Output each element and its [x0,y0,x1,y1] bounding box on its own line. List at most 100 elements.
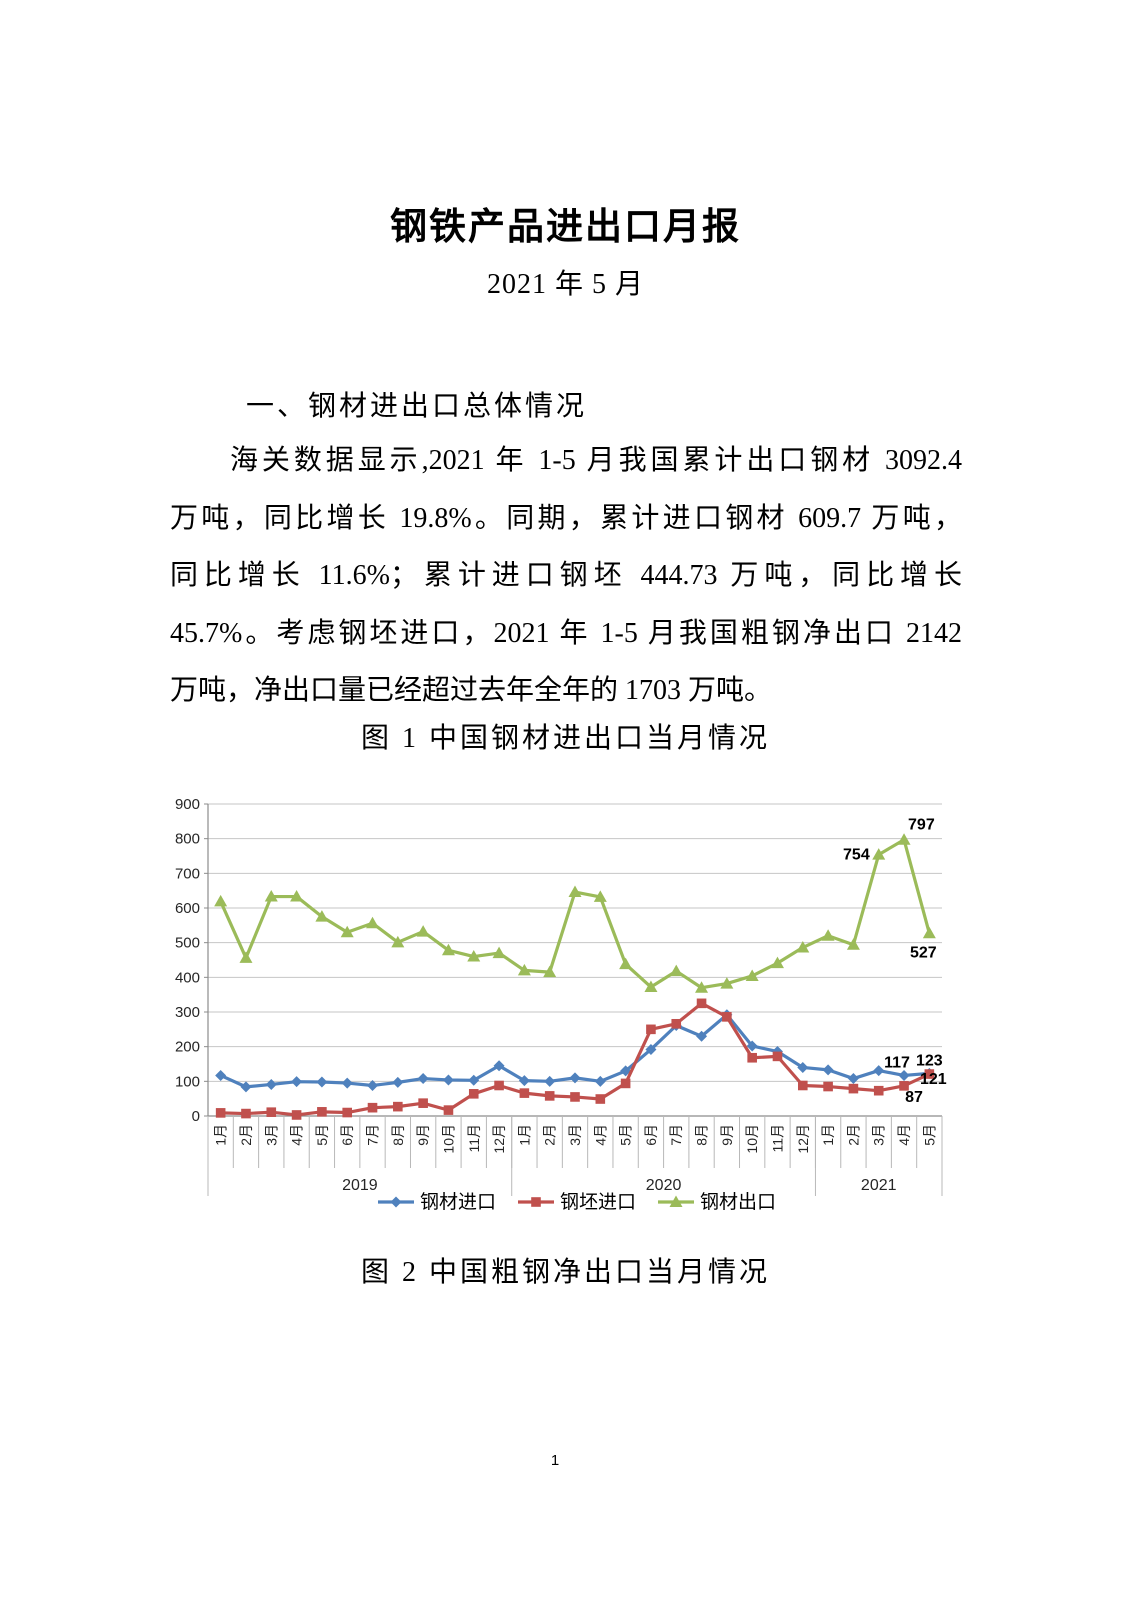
paragraph-line: 同比增长 11.6%；累计进口钢坯 444.73 万吨，同比增长 [170,560,962,591]
series-steel-export-marker [872,848,886,860]
paragraph-line: 万吨，净出口量已经超过去年全年的 1703 万吨。 [170,675,773,706]
series-steel-export-marker [214,894,228,907]
month-label: 4月 [592,1124,608,1146]
series-billet-import-marker [443,1105,454,1115]
month-label: 11月 [466,1124,482,1153]
month-label: 11月 [769,1124,785,1153]
series-steel-import-marker [847,1073,859,1085]
series-steel-export-marker [239,951,253,963]
series-steel-import-marker [696,1030,708,1042]
month-label: 5月 [921,1124,937,1146]
series-billet-import-marker [646,1024,656,1035]
series-steel-import-marker [367,1079,379,1091]
series-steel-export-marker [619,957,633,970]
body-paragraph: 海关数据显示,2021 年 1-5 月我国累计出口钢材 3092.4 万吨，同比增… [170,432,962,720]
series-billet-import-marker [215,1108,226,1118]
month-label: 8月 [694,1124,710,1146]
series-steel-import-marker [291,1076,303,1088]
month-label: 10月 [744,1124,760,1154]
series-steel-export-marker [391,935,405,948]
series-steel-import-marker [518,1075,530,1087]
series-steel-export-marker [821,929,835,941]
series-steel-import-marker [493,1060,505,1072]
series-billet-import-marker [671,1018,682,1029]
series-billet-import-marker [772,1051,783,1062]
series-steel-export-line [219,838,931,990]
month-label: 4月 [896,1124,912,1146]
month-label: 5月 [314,1124,330,1146]
month-label: 6月 [643,1124,659,1146]
series-billet-import-marker [722,1012,732,1022]
series-steel-export-marker [897,833,911,845]
month-label: 1月 [820,1124,836,1146]
series-billet-import-marker [797,1080,808,1091]
series-steel-export-marker [695,981,709,993]
series-billet-import-marker [899,1081,909,1091]
series-steel-export-marker [315,910,329,922]
series-steel-import-marker [645,1043,657,1055]
month-label: 7月 [668,1124,684,1146]
month-label: 8月 [390,1124,406,1146]
series-billet-import-marker [241,1108,251,1119]
month-label: 9月 [415,1124,431,1146]
series-billet-import-marker [291,1110,302,1120]
series-steel-import-marker [468,1074,480,1086]
series-billet-import-marker [317,1107,327,1117]
y-axis-label: 0 [192,1108,200,1125]
series-steel-export-marker [922,926,936,939]
month-label: 3月 [871,1124,887,1146]
month-label: 3月 [263,1124,279,1146]
y-axis-label: 800 [175,831,200,848]
series-billet-import-marker [595,1094,606,1104]
series-steel-export-marker [644,980,658,993]
series-steel-import-marker [240,1081,252,1093]
series-billet-import-marker [418,1098,428,1108]
month-label: 1月 [213,1124,229,1146]
series-billet-import-marker [823,1081,833,1092]
section-heading: 一、钢材进出口总体情况 [246,391,588,422]
month-label: 6月 [339,1124,355,1146]
figure1-line-chart: 0 100 200 300 400 500 600 700 800 900 1月 2月 3月 4月 5月 6月… [170,786,962,1222]
data-label: 117 [884,1054,910,1071]
y-axis-label: 900 [175,796,200,813]
series-steel-export-marker [543,965,557,978]
month-label: 5月 [618,1124,634,1146]
y-axis-label: 600 [175,900,200,917]
series-billet-import-marker [924,1069,935,1079]
legend-marker-steel-import [390,1196,402,1208]
series-steel-import-marker [771,1046,783,1058]
document-title: 钢铁产品进出口月报 [390,207,741,248]
series-steel-export-marker [770,956,784,969]
data-label: 754 [843,847,870,864]
series-billet-import-marker [342,1107,353,1118]
series-billet-import-marker [367,1102,378,1113]
data-label: 527 [910,944,937,961]
month-label: 12月 [491,1124,507,1154]
month-label: 1月 [516,1124,532,1146]
series-steel-export-marker [720,977,734,989]
series-steel-import-marker [594,1075,606,1087]
series-billet-import-marker [544,1091,555,1101]
figure1-caption: 图 1 中国钢材进出口当月情况 [360,723,770,754]
chart-canvas: 0 100 200 300 400 500 600 700 800 900 1月 2月 3月 4月 5月 6月… [175,796,947,1213]
y-axis-label: 200 [175,1039,200,1056]
month-label: 7月 [365,1124,381,1146]
month-label: 12月 [795,1124,811,1154]
paragraph-line: 海关数据显示,2021 年 1-5 月我国累计出口钢材 3092.4 [230,445,962,476]
series-steel-export-marker [568,885,582,898]
year-label: 2021 [861,1177,897,1194]
figure2-caption: 图 2 中国粗钢净出口当月情况 [360,1257,770,1288]
series-steel-import-marker [417,1073,429,1085]
month-label: 3月 [567,1124,583,1146]
y-axis-label: 400 [175,969,200,986]
legend-marker-billet-import [531,1197,541,1207]
legend-label-steel-export: 钢材出口 [700,1191,776,1213]
month-label: 9月 [719,1124,735,1146]
legend-label-billet-import: 钢坯进口 [560,1191,636,1213]
data-label: 123 [916,1052,943,1069]
series-steel-import-marker [341,1077,353,1089]
series-steel-export-marker [745,969,759,981]
series-steel-import-marker [544,1075,556,1087]
series-steel-export-marker [340,925,354,938]
legend-label-steel-import: 钢材进口 [420,1191,496,1213]
